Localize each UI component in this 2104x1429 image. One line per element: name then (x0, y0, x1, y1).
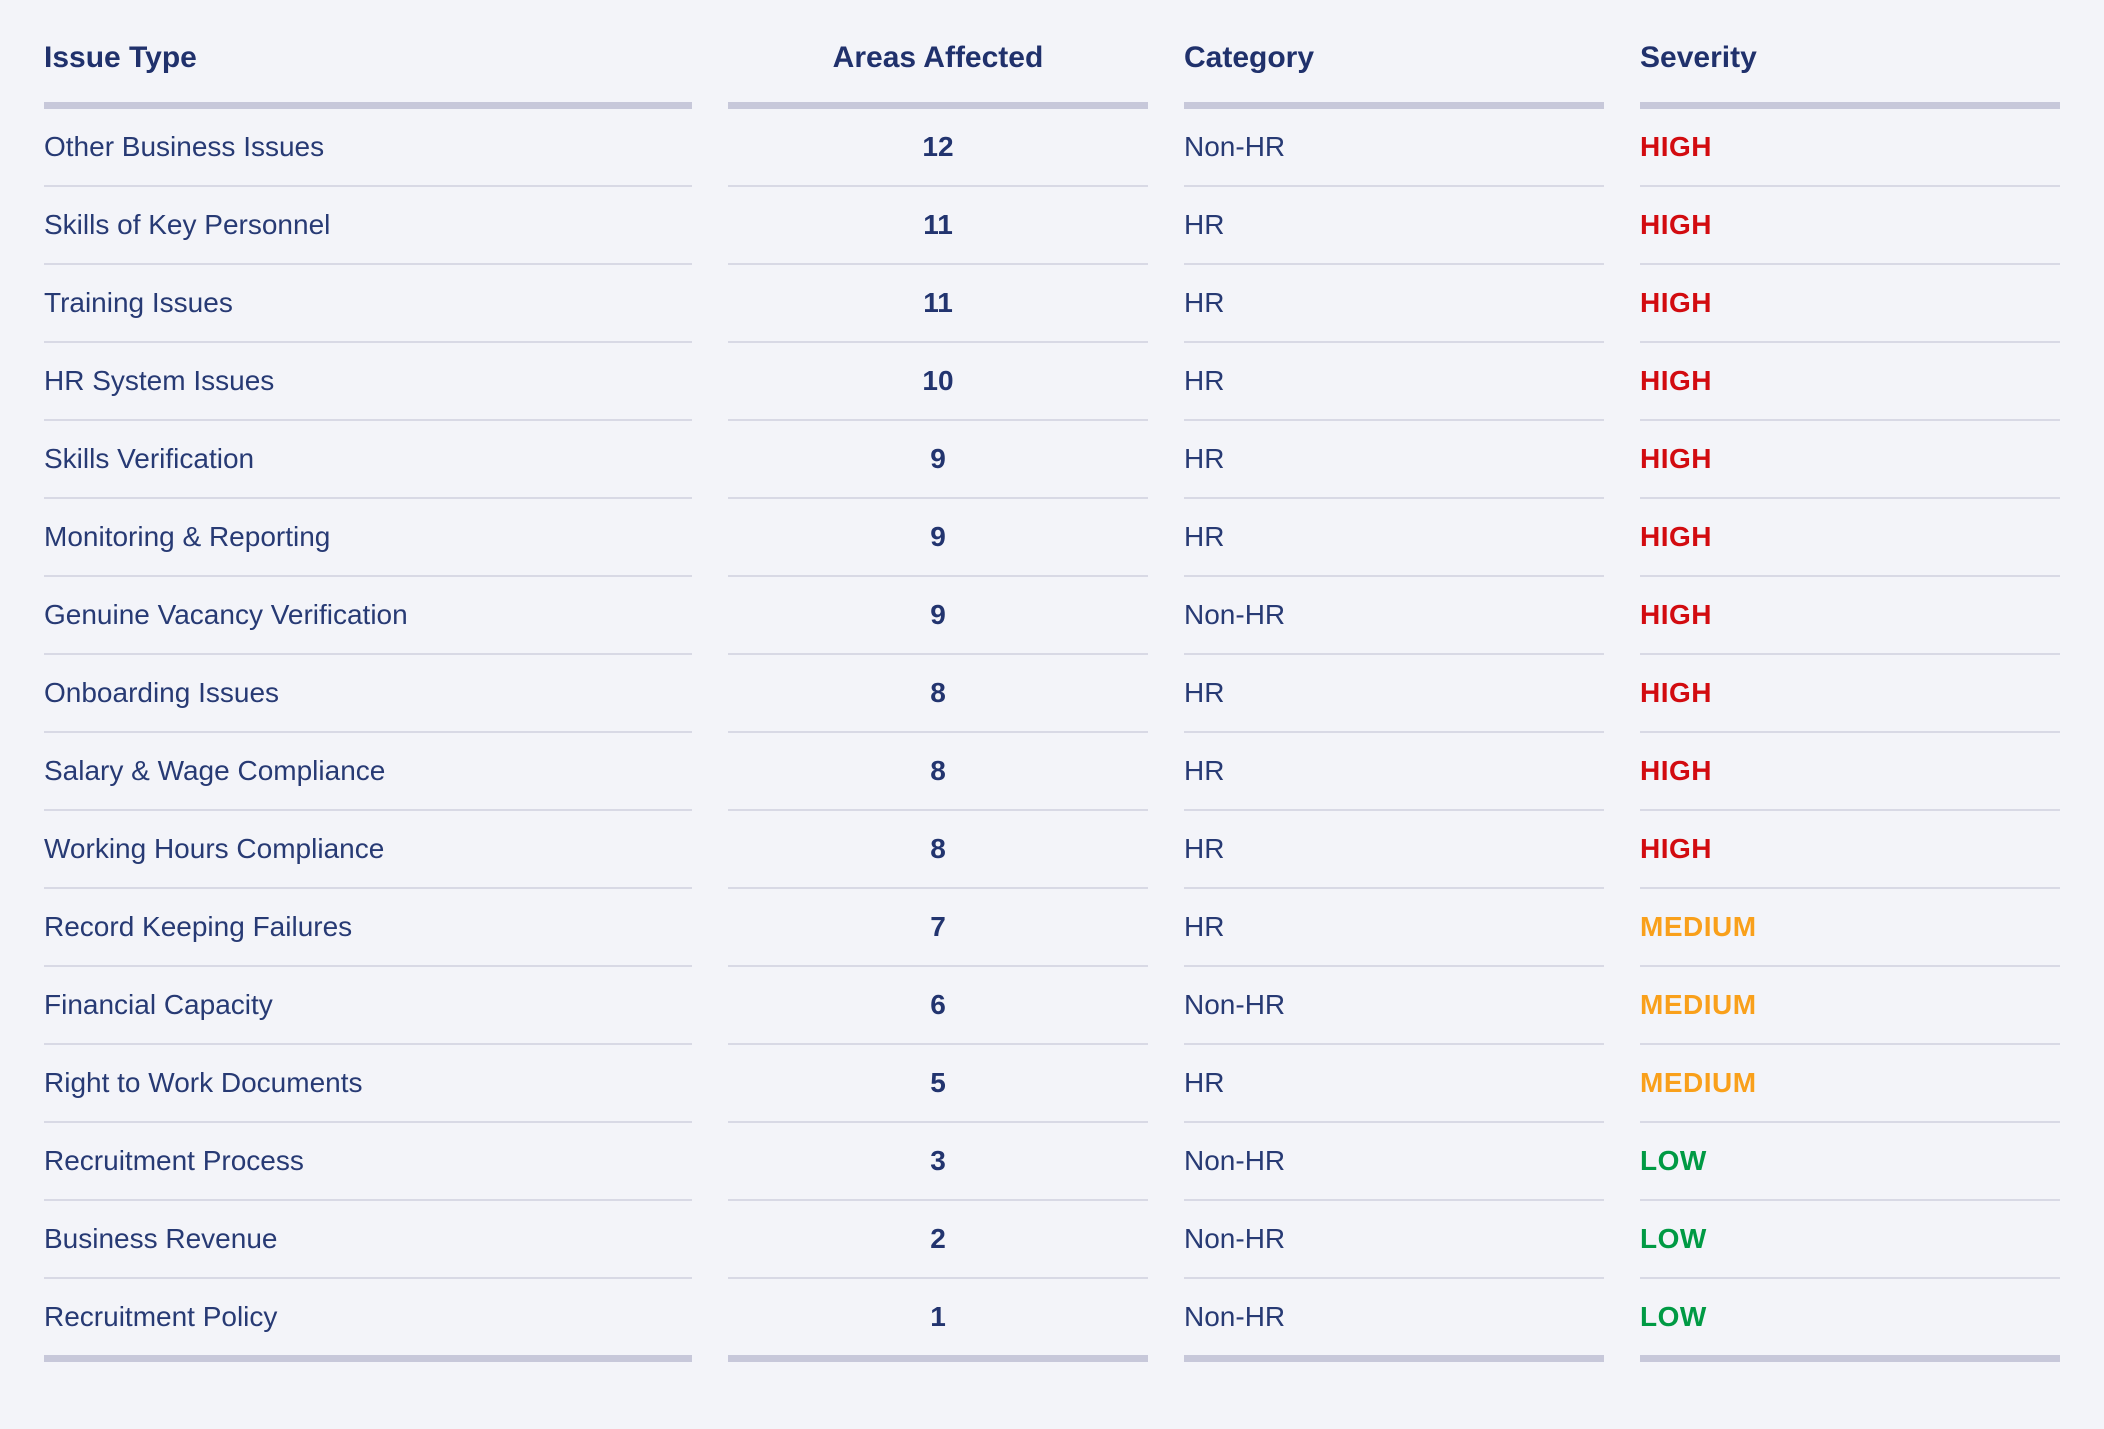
table-row: Recruitment Policy 1 Non-HR LOW (44, 1279, 2060, 1362)
category-cell: Non-HR (1184, 967, 1604, 1045)
severity-cell: MEDIUM (1640, 1045, 2060, 1123)
category-cell: Non-HR (1184, 1201, 1604, 1279)
areas-affected-cell: 11 (728, 187, 1148, 265)
issue-type-cell: Financial Capacity (44, 967, 692, 1045)
areas-affected-cell: 8 (728, 733, 1148, 811)
issue-type-cell: Monitoring & Reporting (44, 499, 692, 577)
areas-affected-cell: 5 (728, 1045, 1148, 1123)
issue-type-cell: Record Keeping Failures (44, 889, 692, 967)
category-cell: HR (1184, 187, 1604, 265)
col-header-issue-type: Issue Type (44, 12, 692, 109)
issue-type-cell: Genuine Vacancy Verification (44, 577, 692, 655)
areas-affected-cell: 10 (728, 343, 1148, 421)
table-row: Business Revenue 2 Non-HR LOW (44, 1201, 2060, 1279)
issue-type-cell: Skills Verification (44, 421, 692, 499)
category-cell: Non-HR (1184, 1123, 1604, 1201)
table-row: Genuine Vacancy Verification 9 Non-HR HI… (44, 577, 2060, 655)
severity-cell: LOW (1640, 1279, 2060, 1362)
category-cell: HR (1184, 421, 1604, 499)
severity-cell: LOW (1640, 1123, 2060, 1201)
table-row: Skills of Key Personnel 11 HR HIGH (44, 187, 2060, 265)
issues-table: Issue Type Areas Affected Category Sever… (8, 12, 2096, 1362)
areas-affected-cell: 9 (728, 499, 1148, 577)
severity-cell: HIGH (1640, 265, 2060, 343)
areas-affected-cell: 12 (728, 109, 1148, 187)
category-cell: HR (1184, 733, 1604, 811)
issue-type-cell: Other Business Issues (44, 109, 692, 187)
header-row: Issue Type Areas Affected Category Sever… (44, 12, 2060, 109)
severity-cell: MEDIUM (1640, 889, 2060, 967)
table-row: Salary & Wage Compliance 8 HR HIGH (44, 733, 2060, 811)
table-row: Training Issues 11 HR HIGH (44, 265, 2060, 343)
severity-cell: HIGH (1640, 343, 2060, 421)
severity-cell: MEDIUM (1640, 967, 2060, 1045)
issue-type-cell: Working Hours Compliance (44, 811, 692, 889)
table-row: Record Keeping Failures 7 HR MEDIUM (44, 889, 2060, 967)
issue-type-cell: HR System Issues (44, 343, 692, 421)
table-row: Financial Capacity 6 Non-HR MEDIUM (44, 967, 2060, 1045)
category-cell: HR (1184, 1045, 1604, 1123)
severity-cell: HIGH (1640, 499, 2060, 577)
severity-cell: HIGH (1640, 577, 2060, 655)
areas-affected-cell: 6 (728, 967, 1148, 1045)
issue-type-cell: Salary & Wage Compliance (44, 733, 692, 811)
category-cell: Non-HR (1184, 577, 1604, 655)
table-row: Recruitment Process 3 Non-HR LOW (44, 1123, 2060, 1201)
category-cell: Non-HR (1184, 109, 1604, 187)
areas-affected-cell: 8 (728, 811, 1148, 889)
severity-cell: LOW (1640, 1201, 2060, 1279)
severity-cell: HIGH (1640, 187, 2060, 265)
table-row: Right to Work Documents 5 HR MEDIUM (44, 1045, 2060, 1123)
areas-affected-cell: 9 (728, 421, 1148, 499)
table-row: Other Business Issues 12 Non-HR HIGH (44, 109, 2060, 187)
category-cell: HR (1184, 889, 1604, 967)
severity-cell: HIGH (1640, 421, 2060, 499)
severity-cell: HIGH (1640, 109, 2060, 187)
severity-cell: HIGH (1640, 655, 2060, 733)
issue-type-cell: Recruitment Process (44, 1123, 692, 1201)
areas-affected-cell: 9 (728, 577, 1148, 655)
issue-type-cell: Business Revenue (44, 1201, 692, 1279)
col-header-category: Category (1184, 12, 1604, 109)
col-header-areas-affected: Areas Affected (728, 12, 1148, 109)
areas-affected-cell: 3 (728, 1123, 1148, 1201)
issue-type-cell: Training Issues (44, 265, 692, 343)
table-row: Monitoring & Reporting 9 HR HIGH (44, 499, 2060, 577)
category-cell: Non-HR (1184, 1279, 1604, 1362)
areas-affected-cell: 8 (728, 655, 1148, 733)
severity-cell: HIGH (1640, 733, 2060, 811)
issue-type-cell: Onboarding Issues (44, 655, 692, 733)
table-body: Other Business Issues 12 Non-HR HIGH Ski… (44, 109, 2060, 1362)
table-row: Onboarding Issues 8 HR HIGH (44, 655, 2060, 733)
col-header-severity: Severity (1640, 12, 2060, 109)
areas-affected-cell: 7 (728, 889, 1148, 967)
category-cell: HR (1184, 811, 1604, 889)
areas-affected-cell: 2 (728, 1201, 1148, 1279)
category-cell: HR (1184, 655, 1604, 733)
category-cell: HR (1184, 499, 1604, 577)
issue-type-cell: Right to Work Documents (44, 1045, 692, 1123)
category-cell: HR (1184, 343, 1604, 421)
table-row: Working Hours Compliance 8 HR HIGH (44, 811, 2060, 889)
areas-affected-cell: 1 (728, 1279, 1148, 1362)
table-row: Skills Verification 9 HR HIGH (44, 421, 2060, 499)
areas-affected-cell: 11 (728, 265, 1148, 343)
category-cell: HR (1184, 265, 1604, 343)
table-row: HR System Issues 10 HR HIGH (44, 343, 2060, 421)
issue-type-cell: Recruitment Policy (44, 1279, 692, 1362)
issue-type-cell: Skills of Key Personnel (44, 187, 692, 265)
severity-cell: HIGH (1640, 811, 2060, 889)
